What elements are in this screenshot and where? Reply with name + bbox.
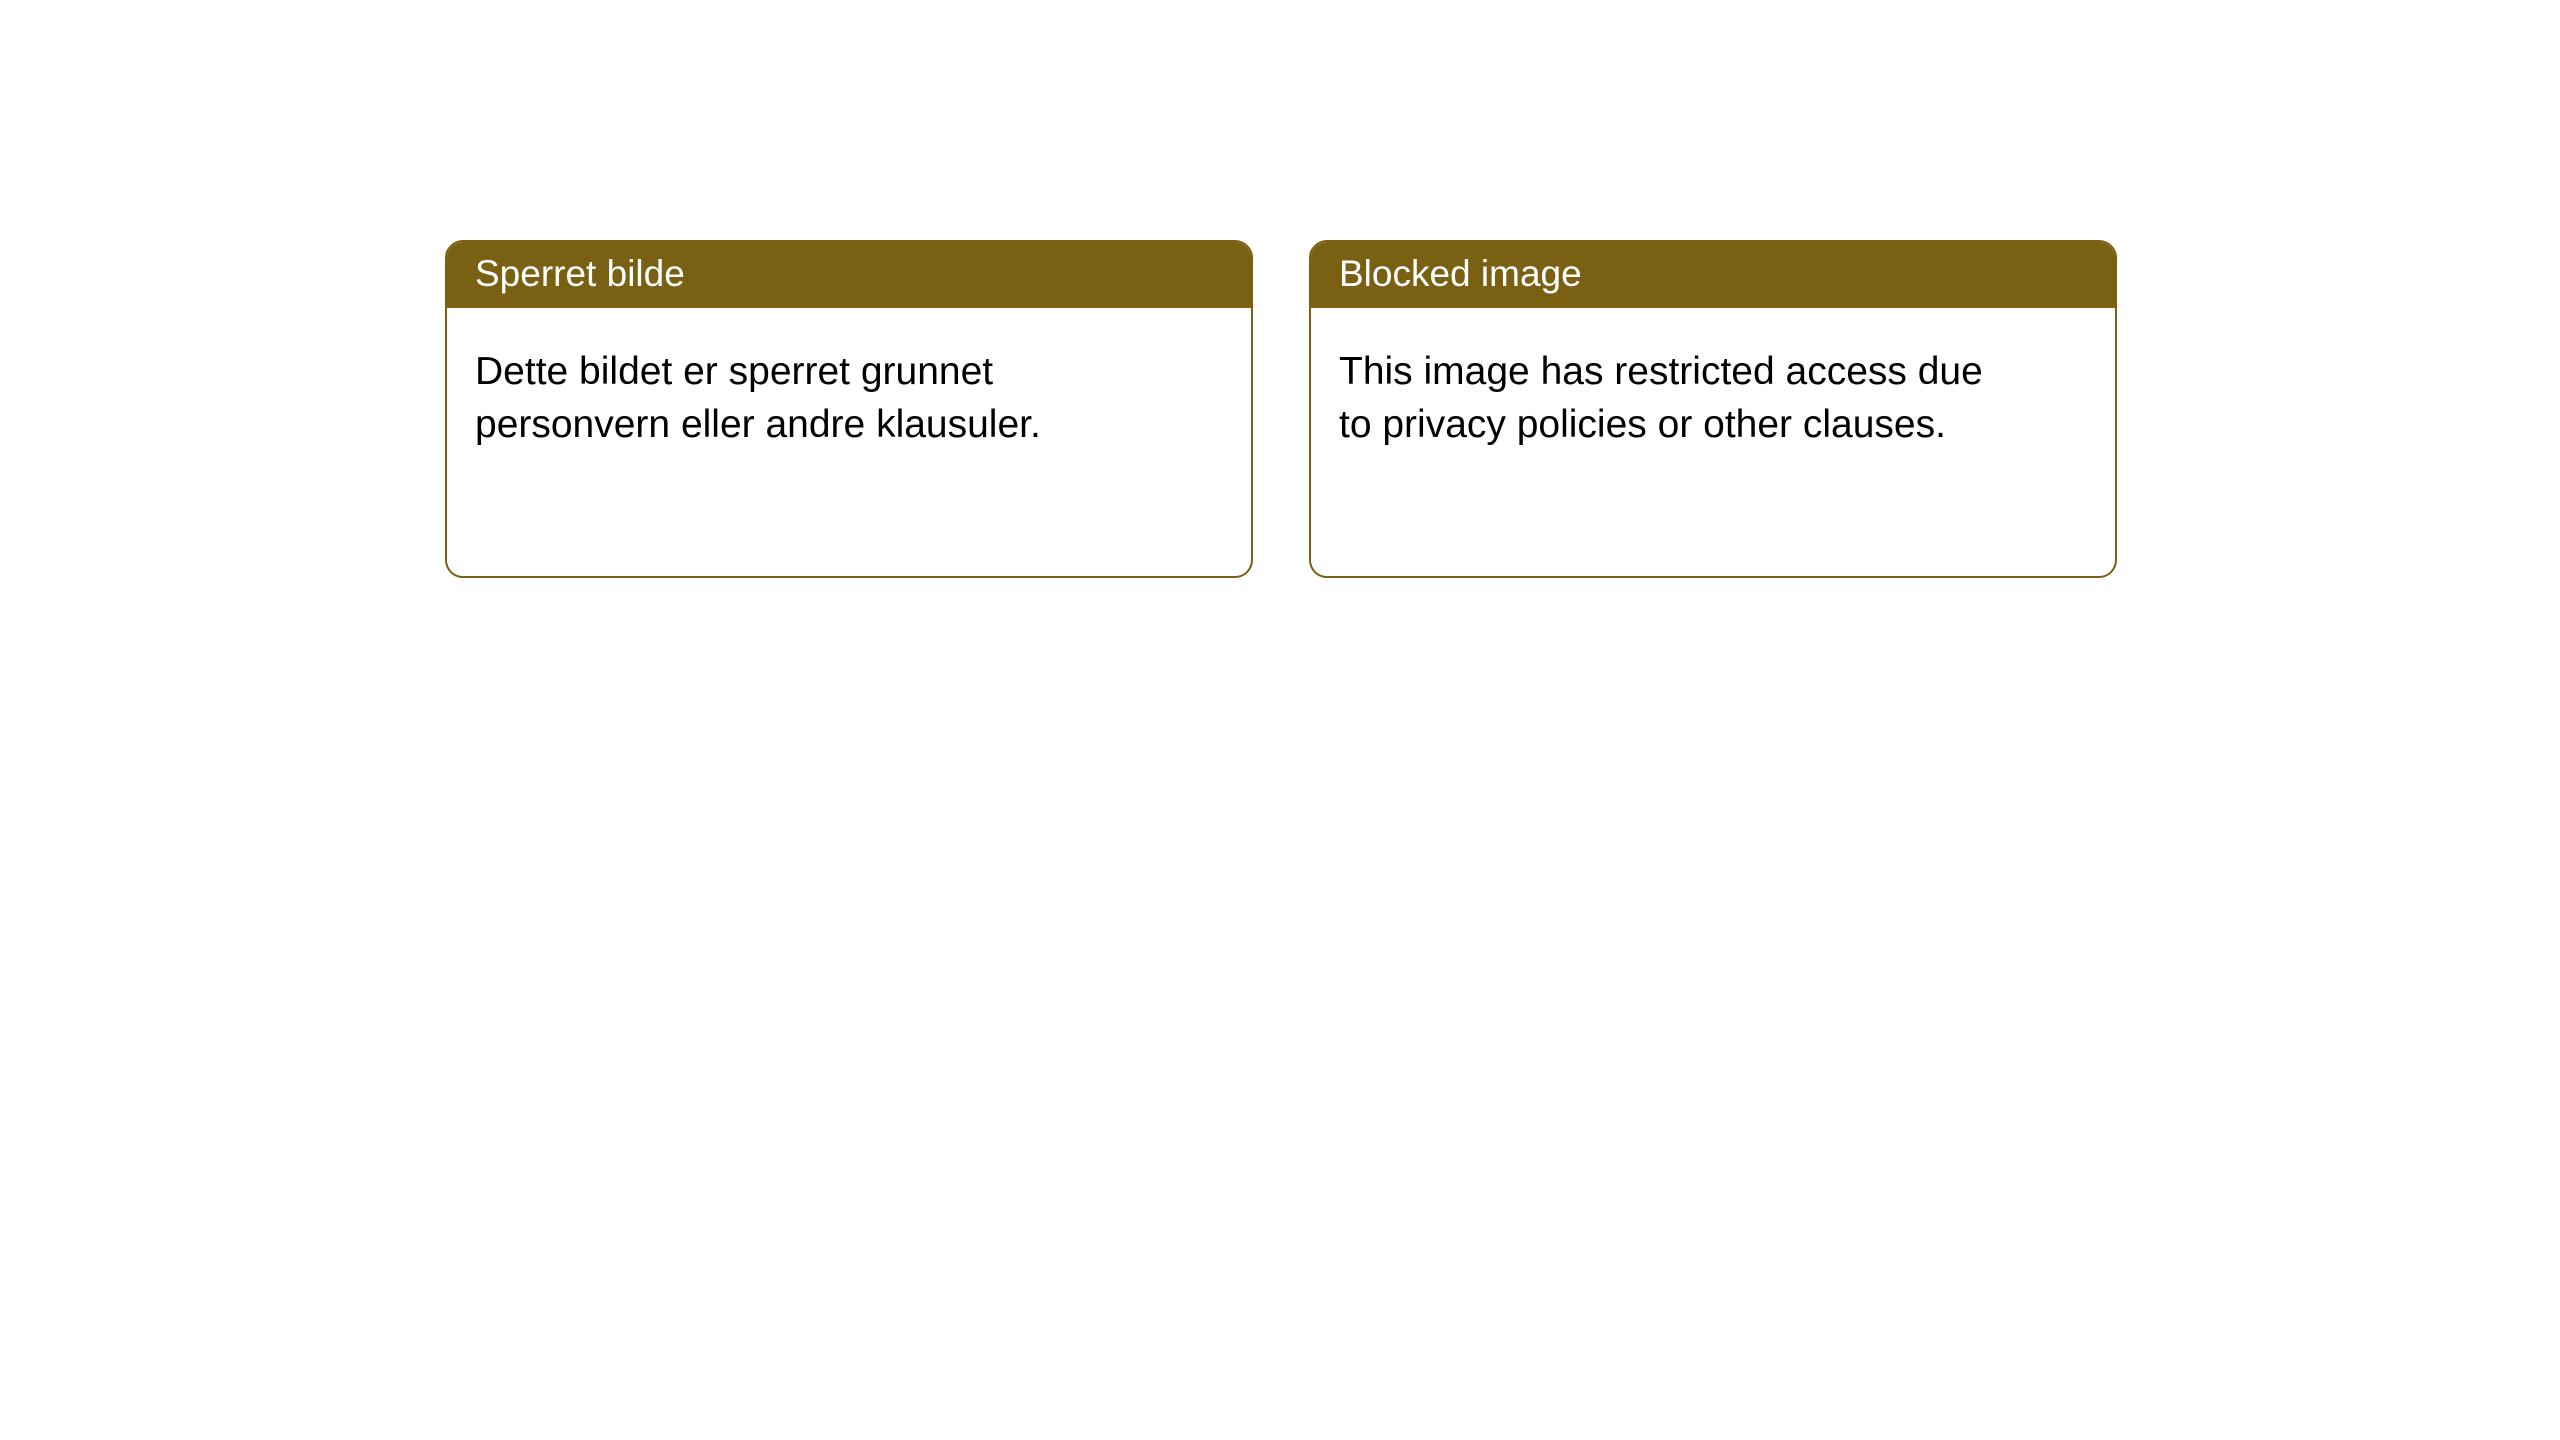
notice-title: Blocked image [1311,242,2115,308]
notice-card-english: Blocked image This image has restricted … [1309,240,2117,578]
notice-title: Sperret bilde [447,242,1251,308]
notice-row: Sperret bilde Dette bildet er sperret gr… [0,0,2560,578]
notice-body: Dette bildet er sperret grunnet personve… [447,308,1147,479]
notice-card-norwegian: Sperret bilde Dette bildet er sperret gr… [445,240,1253,578]
notice-body: This image has restricted access due to … [1311,308,2011,479]
